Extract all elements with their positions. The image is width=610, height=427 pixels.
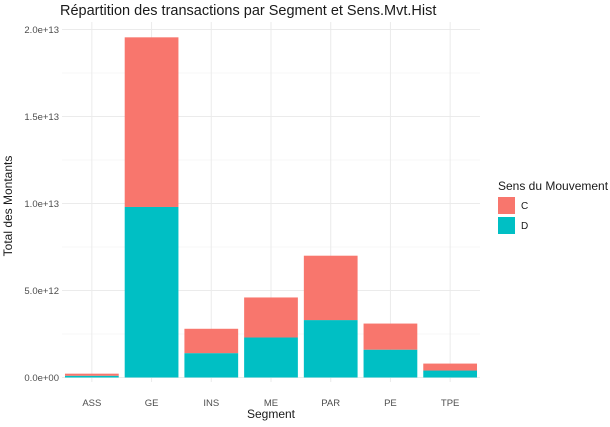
x-tick-label: INS — [203, 398, 219, 409]
y-axis-ticks: 0.0e+00 5.0e+12 1.0e+13 1.5e+13 2.0e+13 — [24, 25, 59, 384]
bar-ass-c — [64, 373, 119, 376]
bar-ass-d — [64, 375, 119, 378]
y-tick-label: 0.0e+00 — [24, 373, 59, 384]
bar-ge-c — [124, 37, 179, 207]
bar-pe-c — [363, 323, 418, 350]
y-axis-title: Total des Montants — [1, 156, 15, 257]
x-tick-label: GE — [145, 398, 159, 409]
legend-swatch-c — [498, 197, 515, 214]
legend: Sens du Mouvement CD — [498, 179, 609, 234]
x-axis-ticks: ASS GE INS ME PAR PE TPE — [82, 398, 459, 409]
x-axis-title: Segment — [247, 407, 296, 421]
y-tick-label: 2.0e+13 — [24, 25, 59, 36]
bar-par-d — [303, 320, 358, 378]
x-tick-label: PAR — [321, 398, 340, 409]
y-tick-label: 1.5e+13 — [24, 112, 59, 123]
x-tick-label: TPE — [441, 398, 459, 409]
bar-ins-d — [184, 353, 239, 378]
y-tick-label: 5.0e+12 — [24, 286, 59, 297]
bar-ins-c — [184, 328, 239, 354]
bar-ge-d — [124, 206, 179, 378]
y-tick-label: 1.0e+13 — [24, 199, 59, 210]
chart-title: Répartition des transactions par Segment… — [60, 3, 436, 19]
x-tick-label: PE — [384, 398, 397, 409]
bar-pe-d — [363, 349, 418, 378]
legend-title: Sens du Mouvement — [498, 179, 609, 193]
bars-layer — [64, 37, 478, 378]
bar-me-d — [244, 337, 298, 378]
legend-label-c: C — [521, 201, 528, 212]
x-tick-label: ME — [264, 398, 278, 409]
legend-swatch-d — [498, 217, 515, 234]
bar-tpe-c — [423, 363, 478, 371]
legend-label-d: D — [521, 221, 528, 232]
bar-par-c — [303, 255, 358, 321]
x-tick-label: ASS — [82, 398, 101, 409]
bar-me-c — [244, 297, 298, 338]
bar-tpe-d — [423, 370, 478, 378]
